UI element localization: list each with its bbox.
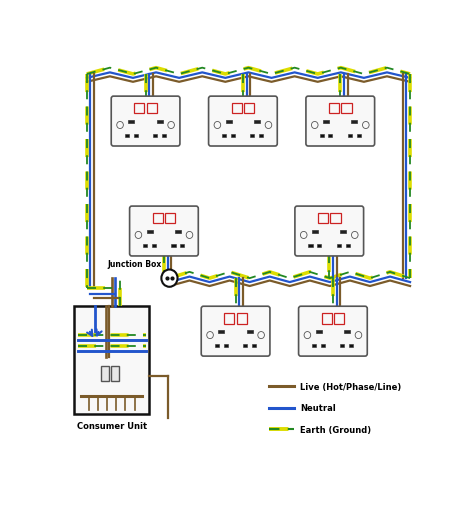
Bar <box>101 366 109 381</box>
Bar <box>143 244 147 247</box>
Bar <box>146 104 157 114</box>
Bar <box>318 214 328 224</box>
Bar <box>152 244 156 247</box>
Bar <box>147 231 153 234</box>
FancyBboxPatch shape <box>129 207 198 257</box>
FancyBboxPatch shape <box>306 97 374 147</box>
Bar <box>157 121 163 124</box>
Bar <box>226 121 232 124</box>
Bar <box>219 330 224 333</box>
Bar <box>323 121 329 124</box>
Bar <box>153 134 157 137</box>
Circle shape <box>207 332 213 339</box>
Bar <box>215 344 219 347</box>
Circle shape <box>258 332 264 339</box>
Bar <box>330 214 341 224</box>
Circle shape <box>304 332 310 339</box>
Bar <box>328 134 332 137</box>
Bar <box>341 104 352 114</box>
Bar <box>348 134 352 137</box>
Circle shape <box>186 232 193 239</box>
Bar <box>316 330 322 333</box>
Circle shape <box>214 122 221 129</box>
Bar <box>172 244 175 247</box>
Bar <box>111 366 119 381</box>
Bar <box>180 244 184 247</box>
Text: Consumer Unit: Consumer Unit <box>76 421 146 430</box>
Bar <box>317 244 321 247</box>
FancyBboxPatch shape <box>201 306 270 356</box>
Circle shape <box>265 122 272 129</box>
Text: Neutral: Neutral <box>300 404 336 412</box>
Bar <box>321 344 325 347</box>
Bar <box>259 134 264 137</box>
Circle shape <box>161 270 178 287</box>
Bar <box>224 314 235 324</box>
Bar <box>352 121 357 124</box>
Bar <box>250 134 255 137</box>
Bar <box>337 244 341 247</box>
Bar <box>74 306 149 414</box>
Bar <box>247 330 253 333</box>
Bar <box>153 214 163 224</box>
Bar <box>134 134 137 137</box>
Bar <box>346 244 350 247</box>
Circle shape <box>363 122 369 129</box>
Text: Junction Box: Junction Box <box>108 260 162 269</box>
Bar <box>237 314 247 324</box>
Bar <box>356 134 361 137</box>
Bar <box>321 314 332 324</box>
Circle shape <box>117 122 123 129</box>
Bar <box>340 231 346 234</box>
Bar <box>312 344 316 347</box>
Bar <box>334 314 344 324</box>
Circle shape <box>301 232 307 239</box>
Bar <box>231 104 242 114</box>
Circle shape <box>355 332 362 339</box>
Bar <box>349 344 353 347</box>
Bar <box>309 244 312 247</box>
Text: Earth (Ground): Earth (Ground) <box>300 425 371 434</box>
Circle shape <box>135 232 142 239</box>
FancyBboxPatch shape <box>295 207 364 257</box>
Bar <box>243 344 247 347</box>
Circle shape <box>311 122 318 129</box>
Bar <box>254 121 260 124</box>
Bar <box>344 330 350 333</box>
Bar <box>134 104 145 114</box>
Bar <box>231 134 235 137</box>
Bar <box>312 231 318 234</box>
FancyBboxPatch shape <box>209 97 277 147</box>
Bar <box>252 344 256 347</box>
Bar <box>224 344 228 347</box>
Bar <box>319 134 324 137</box>
Bar <box>125 134 129 137</box>
Bar <box>162 134 166 137</box>
FancyBboxPatch shape <box>111 97 180 147</box>
Bar <box>128 121 134 124</box>
Bar <box>165 214 175 224</box>
Bar <box>340 344 345 347</box>
Text: Live (Hot/Phase/Line): Live (Hot/Phase/Line) <box>300 382 401 391</box>
FancyBboxPatch shape <box>299 306 367 356</box>
Bar <box>222 134 226 137</box>
Bar <box>329 104 339 114</box>
Circle shape <box>352 232 358 239</box>
Bar <box>244 104 255 114</box>
Bar <box>175 231 181 234</box>
Circle shape <box>168 122 174 129</box>
